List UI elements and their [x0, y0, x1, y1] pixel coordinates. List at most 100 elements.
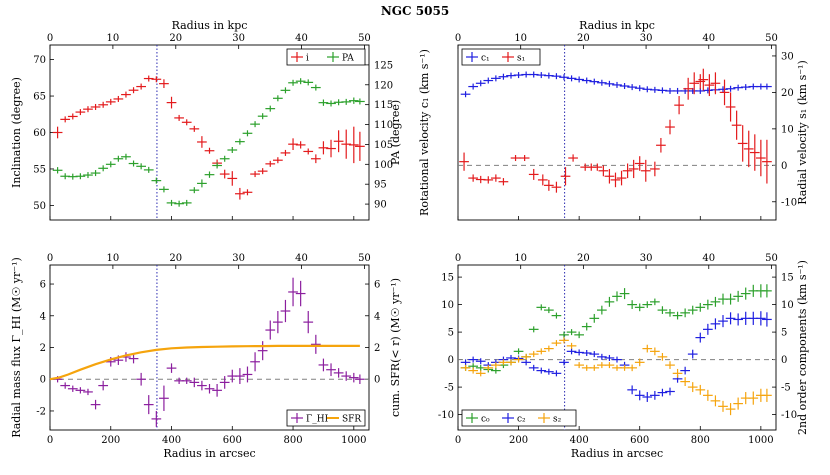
arcsec-tick-label: 800: [691, 435, 710, 446]
data-point: [680, 308, 690, 318]
data-point: [719, 79, 730, 106]
data-point: [695, 302, 706, 312]
data-point: [189, 377, 200, 388]
data-point: [640, 159, 651, 182]
data-point: [604, 168, 615, 184]
data-point: [710, 395, 721, 407]
kpc-tick-label: 30: [232, 253, 245, 264]
data-point: [235, 138, 245, 145]
data-point: [642, 392, 653, 402]
data-point: [460, 359, 471, 366]
data-point: [197, 136, 207, 148]
data-point: [295, 141, 306, 149]
data-point: [528, 326, 539, 333]
arcsec-tick-label: 200: [509, 435, 528, 446]
data-point: [513, 356, 524, 363]
data-point: [634, 390, 645, 401]
data-point: [544, 179, 554, 191]
y-right-tick-label: 0: [374, 375, 380, 386]
data-point: [98, 165, 109, 172]
data-point: [581, 322, 592, 331]
legend-label: c₂: [517, 415, 526, 425]
data-point: [674, 96, 684, 115]
panel-tl: 0 10 20 30 40 50 Radius in kpc 50 55 60 65 70 90 95 10…: [10, 19, 402, 221]
series-Γ_HI: [52, 277, 365, 427]
y-left-label: Radial mass flux Γ_HI (M☉ yr⁻¹): [10, 257, 23, 438]
data-point: [604, 354, 615, 361]
data-point: [687, 349, 698, 359]
data-point: [326, 139, 336, 158]
data-point: [536, 367, 547, 374]
data-point: [204, 147, 215, 154]
data-point: [288, 277, 298, 307]
data-point: [703, 323, 713, 335]
y-left-tick-label: 50: [33, 201, 46, 212]
plot-frame: [457, 44, 777, 221]
y-right-label: PA (degree): [389, 100, 402, 165]
legend-label: s₁: [517, 54, 525, 64]
data-point: [589, 351, 600, 358]
data-point: [703, 389, 713, 401]
data-point: [181, 377, 192, 384]
data-point: [75, 109, 86, 116]
data-point: [612, 81, 622, 88]
data-point: [128, 160, 139, 167]
y-right-tick-label: 0: [781, 355, 787, 366]
kpc-tick-label: 0: [47, 33, 53, 44]
legend: c₁ s₁: [461, 48, 541, 66]
data-point: [318, 141, 329, 155]
data-point: [491, 75, 501, 82]
data-point: [468, 356, 478, 363]
data-point: [733, 313, 743, 326]
legend-label: SFR: [342, 415, 361, 425]
data-point: [650, 347, 660, 356]
data-point: [725, 85, 736, 92]
data-point: [121, 91, 131, 98]
data-point: [280, 299, 291, 323]
data-point: [710, 318, 721, 330]
y-left-tick-label: 10: [441, 300, 454, 311]
data-point: [703, 299, 713, 310]
data-point: [341, 98, 352, 105]
kpc-tick-label: 50: [358, 253, 371, 264]
data-point: [506, 359, 516, 366]
arcsec-tick-label: 0: [47, 435, 53, 446]
series-SFR: [49, 344, 360, 381]
data-point: [159, 186, 169, 193]
data-point: [687, 382, 698, 393]
data-point: [718, 315, 728, 328]
y-right-label: cum. SFR(< r) (M☉ yr⁻¹): [389, 278, 402, 417]
data-point: [604, 296, 615, 307]
data-point: [83, 106, 93, 113]
y-left-tick-label: 70: [33, 55, 46, 66]
data-point: [597, 79, 607, 86]
data-point: [303, 79, 314, 86]
kpc-tick-label: 20: [577, 33, 590, 44]
y-left-label: Rotational velocity c₁ (km s⁻¹): [418, 49, 431, 216]
data-point: [136, 83, 147, 90]
data-point: [616, 170, 627, 186]
data-point: [740, 287, 751, 300]
data-point: [574, 331, 584, 339]
data-point: [272, 157, 283, 164]
kpc-tick-label: 0: [455, 33, 461, 44]
data-point: [265, 320, 276, 340]
data-point: [551, 370, 562, 377]
data-point: [665, 361, 675, 369]
data-point: [189, 187, 200, 194]
data-point: [656, 137, 666, 153]
data-point: [326, 100, 336, 107]
data-point: [559, 337, 569, 344]
data-point: [227, 171, 238, 186]
y-left-tick-label: 0: [40, 375, 46, 386]
data-point: [355, 98, 365, 105]
y-right-tick-label: 20: [781, 88, 794, 99]
data-point: [90, 170, 101, 177]
data-point: [197, 179, 207, 188]
plot-frame: [49, 44, 370, 221]
data-point: [348, 372, 359, 383]
data-point: [181, 119, 192, 126]
data-point: [483, 364, 494, 371]
data-point: [559, 331, 569, 339]
